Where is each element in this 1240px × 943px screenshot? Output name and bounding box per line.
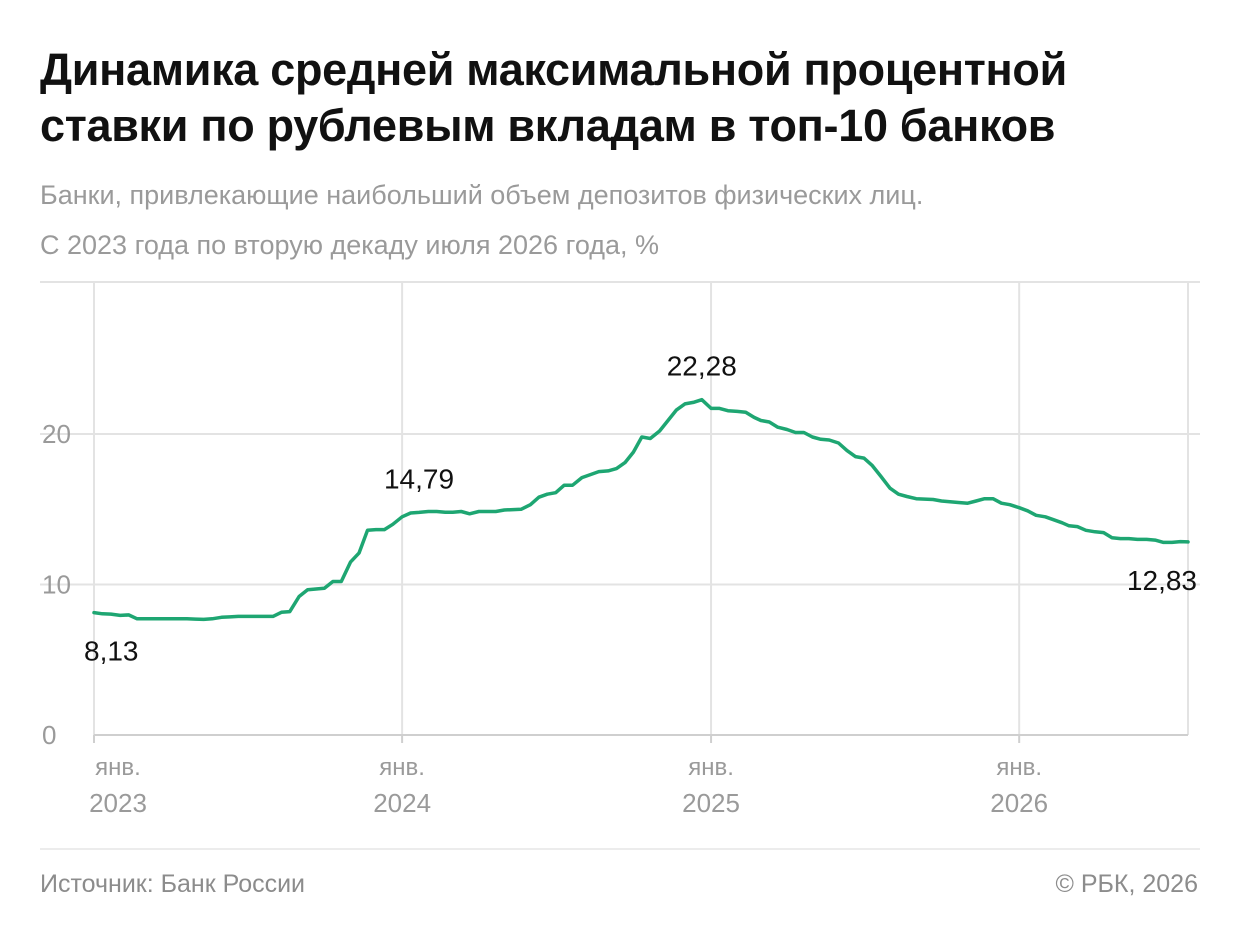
x-tick-month-label: янв. (95, 754, 141, 781)
line-chart: 0 10 20 янв. 2023 янв. 2024 янв. 2025 янв. 2026 8,… (40, 281, 1200, 818)
x-tick-month-label: янв. (688, 754, 734, 781)
series-layer (92, 397, 1190, 622)
x-tick-year-label: 2024 (373, 788, 431, 818)
x-tick-month-label: янв. (996, 754, 1042, 781)
source-note: Источник: Банк России (40, 870, 306, 898)
chart-subtitle: Банки, привлекающие наибольший объем деп… (40, 170, 1210, 270)
chart-title-line-2: ставки по рублевым вкладам в топ-10 банк… (40, 100, 1056, 151)
chart-title: Динамика средней максимальной процентной… (40, 42, 1210, 154)
chart-subtitle-line-2: С 2023 года по вторую декаду июля 2026 г… (40, 230, 660, 260)
data-label: 12,83 (1127, 565, 1197, 596)
data-label: 8,13 (84, 636, 139, 667)
chart-subtitle-line-1: Банки, привлекающие наибольший объем деп… (40, 180, 924, 210)
chart-title-line-1: Динамика средней максимальной процентной (40, 44, 1067, 95)
y-tick-label: 20 (42, 419, 71, 449)
x-tick-year-label: 2023 (89, 788, 147, 818)
y-tick-label: 10 (42, 570, 71, 600)
series-line (92, 397, 1190, 622)
axis-layer: 0 10 20 янв. 2023 янв. 2024 янв. 2025 янв. 2026 (42, 419, 1188, 818)
footer-divider (40, 848, 1200, 850)
grid-layer (40, 281, 1200, 735)
x-tick-year-label: 2025 (682, 788, 740, 818)
x-tick-year-label: 2026 (990, 788, 1048, 818)
copyright-note: © РБК, 2026 (1055, 870, 1198, 898)
data-label: 22,28 (667, 351, 737, 382)
x-tick-month-label: янв. (379, 754, 425, 781)
data-label: 14,79 (384, 463, 454, 494)
y-tick-label: 0 (42, 720, 56, 750)
data-label-layer: 8,13 14,79 22,28 12,83 (84, 351, 1197, 667)
